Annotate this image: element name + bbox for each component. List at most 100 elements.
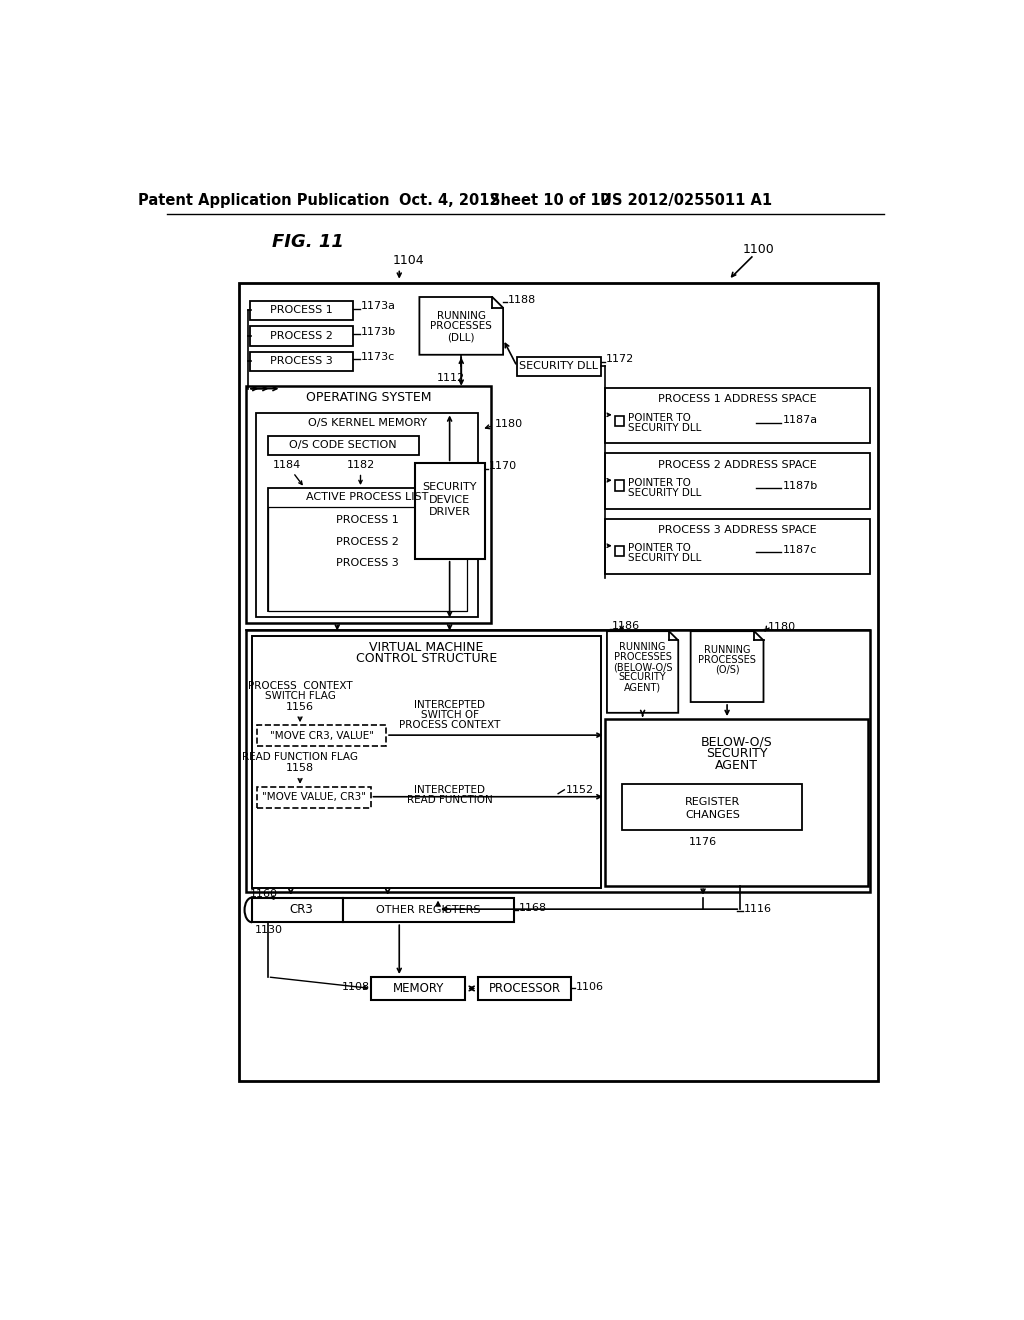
Text: US 2012/0255011 A1: US 2012/0255011 A1 xyxy=(600,193,772,209)
Text: 1130: 1130 xyxy=(255,925,283,935)
Text: 1184: 1184 xyxy=(272,459,301,470)
Text: RUNNING: RUNNING xyxy=(620,643,666,652)
Bar xyxy=(267,436,419,455)
Text: SECURITY DLL: SECURITY DLL xyxy=(628,422,701,433)
Text: SWITCH OF: SWITCH OF xyxy=(421,710,478,721)
Text: 1187b: 1187b xyxy=(783,480,818,491)
Text: SECURITY: SECURITY xyxy=(422,482,477,492)
Text: 1152: 1152 xyxy=(566,785,594,795)
Text: INTERCEPTED: INTERCEPTED xyxy=(414,700,485,710)
Text: OPERATING SYSTEM: OPERATING SYSTEM xyxy=(305,391,431,404)
Bar xyxy=(251,351,352,371)
Text: Oct. 4, 2012: Oct. 4, 2012 xyxy=(399,193,500,209)
Text: (BELOW-O/S: (BELOW-O/S xyxy=(612,663,673,672)
Polygon shape xyxy=(607,631,678,713)
Bar xyxy=(478,977,571,1001)
Text: 1112: 1112 xyxy=(436,372,465,383)
Bar xyxy=(239,284,879,1081)
Bar xyxy=(605,719,868,886)
Bar xyxy=(267,488,467,611)
Bar xyxy=(614,480,624,491)
Text: 1156: 1156 xyxy=(286,702,314,711)
Text: 1180: 1180 xyxy=(768,622,797,631)
Bar xyxy=(257,725,386,746)
Bar xyxy=(257,787,371,808)
Bar xyxy=(251,301,352,321)
Text: READ FUNCTION: READ FUNCTION xyxy=(407,795,493,805)
Text: PROCESS 2: PROCESS 2 xyxy=(270,331,333,341)
Text: (DLL): (DLL) xyxy=(447,333,475,342)
Text: PROCESS 1: PROCESS 1 xyxy=(336,515,399,525)
Text: OTHER REGISTERS: OTHER REGISTERS xyxy=(377,906,481,915)
Text: INTERCEPTED: INTERCEPTED xyxy=(414,785,485,795)
Text: VIRTUAL MACHINE: VIRTUAL MACHINE xyxy=(370,640,483,653)
Text: O/S KERNEL MEMORY: O/S KERNEL MEMORY xyxy=(307,417,427,428)
Bar xyxy=(614,545,624,557)
Text: PROCESS  CONTEXT: PROCESS CONTEXT xyxy=(248,681,352,690)
Text: PROCESS CONTEXT: PROCESS CONTEXT xyxy=(399,721,501,730)
Text: 1104: 1104 xyxy=(393,255,425,268)
Text: SWITCH FLAG: SWITCH FLAG xyxy=(264,690,336,701)
Text: 1180: 1180 xyxy=(495,418,522,429)
Text: PROCESSOR: PROCESSOR xyxy=(488,982,561,995)
Text: SECURITY: SECURITY xyxy=(706,747,768,760)
Text: SECURITY: SECURITY xyxy=(618,672,667,682)
Text: "MOVE VALUE, CR3": "MOVE VALUE, CR3" xyxy=(262,792,366,803)
Text: 1176: 1176 xyxy=(689,837,717,847)
Text: 1116: 1116 xyxy=(744,904,772,915)
Text: 1187c: 1187c xyxy=(783,545,817,554)
Text: CONTROL STRUCTURE: CONTROL STRUCTURE xyxy=(355,652,497,665)
Text: 1172: 1172 xyxy=(605,354,634,364)
Text: PROCESS 3: PROCESS 3 xyxy=(336,558,399,569)
Text: PROCESSES: PROCESSES xyxy=(698,655,756,665)
Bar xyxy=(604,519,870,574)
Text: POINTER TO: POINTER TO xyxy=(628,478,691,487)
Polygon shape xyxy=(690,631,764,702)
Bar xyxy=(252,636,601,888)
Text: 1188: 1188 xyxy=(508,296,536,305)
Text: SECURITY DLL: SECURITY DLL xyxy=(628,553,701,564)
Bar xyxy=(267,507,467,611)
Text: POINTER TO: POINTER TO xyxy=(628,413,691,422)
Bar xyxy=(623,784,802,830)
Text: Patent Application Publication: Patent Application Publication xyxy=(138,193,389,209)
Text: 1108: 1108 xyxy=(342,982,370,991)
Text: 1100: 1100 xyxy=(742,243,774,256)
Text: 1170: 1170 xyxy=(488,462,516,471)
Text: 1168: 1168 xyxy=(518,903,547,913)
Bar xyxy=(614,416,624,426)
Text: DRIVER: DRIVER xyxy=(429,507,471,517)
Text: AGENT): AGENT) xyxy=(624,682,662,693)
Text: PROCESS 2 ADDRESS SPACE: PROCESS 2 ADDRESS SPACE xyxy=(658,459,817,470)
Text: REGISTER: REGISTER xyxy=(685,797,740,807)
Text: 1182: 1182 xyxy=(346,459,375,470)
Text: MEMORY: MEMORY xyxy=(392,982,444,995)
Text: ACTIVE PROCESS LIST: ACTIVE PROCESS LIST xyxy=(306,492,429,502)
Bar xyxy=(604,388,870,444)
Bar xyxy=(372,977,465,1001)
Text: CR3: CR3 xyxy=(289,903,312,916)
Bar xyxy=(517,358,601,376)
Text: "MOVE CR3, VALUE": "MOVE CR3, VALUE" xyxy=(269,730,374,741)
Text: PROCESS 2: PROCESS 2 xyxy=(336,537,399,546)
Text: PROCESS 1 ADDRESS SPACE: PROCESS 1 ADDRESS SPACE xyxy=(658,395,817,404)
Text: 1158: 1158 xyxy=(286,763,314,774)
Bar xyxy=(251,326,352,346)
Text: 1186: 1186 xyxy=(611,620,640,631)
Text: PROCESSES: PROCESSES xyxy=(613,652,672,663)
Text: POINTER TO: POINTER TO xyxy=(628,543,691,553)
Bar xyxy=(604,453,870,508)
Bar xyxy=(343,898,514,923)
Text: SECURITY DLL: SECURITY DLL xyxy=(519,362,598,371)
Text: BELOW-O/S: BELOW-O/S xyxy=(700,735,773,748)
Text: RUNNING: RUNNING xyxy=(437,312,485,321)
Bar xyxy=(246,387,490,623)
Text: FIG. 11: FIG. 11 xyxy=(271,232,344,251)
Text: SECURITY DLL: SECURITY DLL xyxy=(628,487,701,498)
Text: RUNNING: RUNNING xyxy=(703,644,751,655)
Text: PROCESS 3: PROCESS 3 xyxy=(270,356,333,366)
Text: 1106: 1106 xyxy=(575,982,604,991)
Text: PROCESS 3 ADDRESS SPACE: PROCESS 3 ADDRESS SPACE xyxy=(658,525,817,536)
Text: AGENT: AGENT xyxy=(715,759,758,772)
Text: PROCESS 1: PROCESS 1 xyxy=(270,305,333,315)
